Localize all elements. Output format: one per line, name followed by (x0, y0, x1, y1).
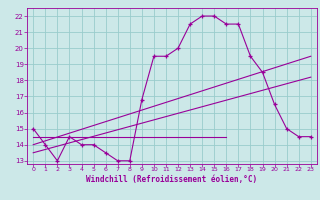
X-axis label: Windchill (Refroidissement éolien,°C): Windchill (Refroidissement éolien,°C) (86, 175, 258, 184)
